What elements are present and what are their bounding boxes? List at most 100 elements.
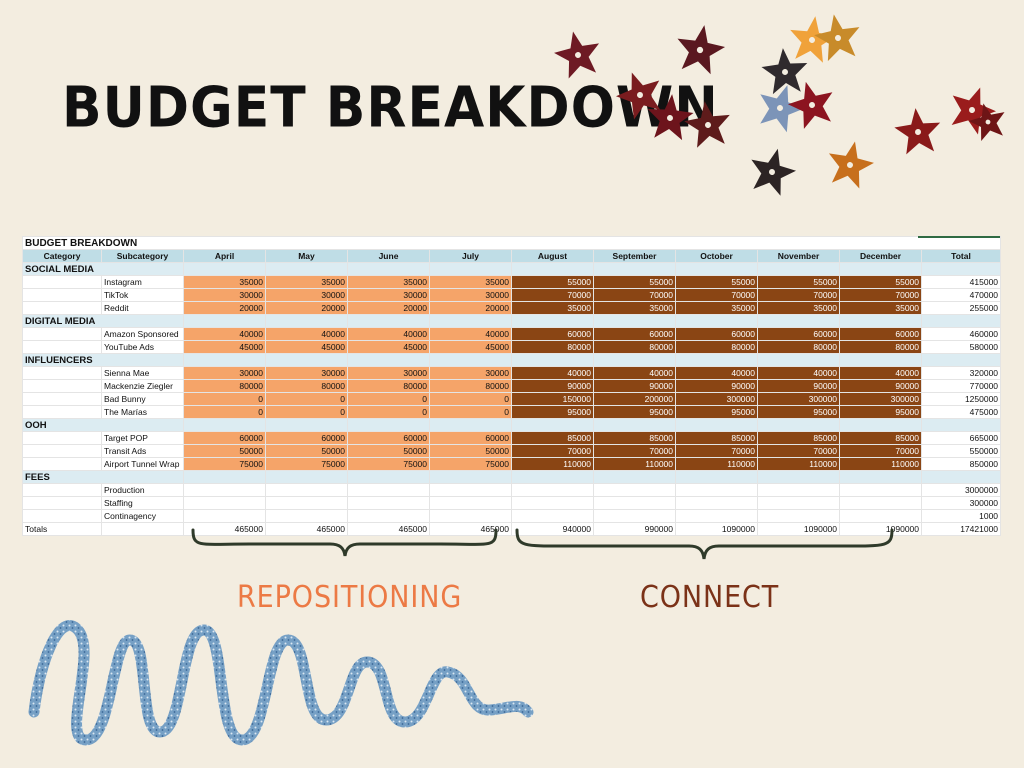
category-row: SOCIAL MEDIA: [22, 262, 1002, 276]
value-cell: 60000: [593, 327, 676, 341]
table-row: Target POP 60000 60000 60000 60000 85000 85000…: [22, 431, 1002, 445]
glitter-scribble-decoration: [28, 620, 534, 746]
category-spacer: [593, 418, 676, 432]
star-icon: [811, 10, 865, 63]
row-total-cell: 850000: [920, 457, 1002, 471]
value-cell: 85000: [593, 431, 676, 445]
star-icon: [759, 46, 810, 95]
value-cell: 40000: [757, 366, 840, 380]
category-spacer: [265, 262, 348, 276]
category-spacer: [839, 470, 922, 484]
subcategory-cell: Amazon Sponsored: [101, 327, 184, 341]
value-cell: 85000: [839, 431, 922, 445]
value-cell: 40000: [183, 327, 266, 341]
star-icon: [823, 136, 878, 191]
totals-label: Totals: [22, 522, 102, 536]
value-cell: [675, 509, 758, 523]
star-icon: [892, 105, 944, 156]
table-row: TikTok 30000 30000 30000 30000 70000 70000 7000…: [22, 288, 1002, 302]
category-spacer: [265, 314, 348, 328]
subcategory-cell: YouTube Ads: [101, 340, 184, 354]
star-icon: [645, 92, 696, 141]
sheet-title-row: BUDGET BREAKDOWN: [21, 236, 1002, 250]
value-cell: 30000: [265, 288, 348, 302]
star-icon: [786, 13, 839, 64]
value-cell: 200000: [593, 392, 676, 406]
value-cell: 55000: [511, 275, 594, 289]
subcategory-cell: Mackenzie Ziegler: [101, 379, 184, 393]
value-cell: 50000: [429, 444, 512, 458]
category-cell: [22, 483, 102, 497]
value-cell: 35000: [675, 301, 758, 315]
category-spacer: [593, 353, 676, 367]
category-spacer: [347, 418, 430, 432]
value-cell: 50000: [347, 444, 430, 458]
category-spacer: [347, 470, 430, 484]
value-cell: 150000: [511, 392, 594, 406]
value-cell: 85000: [757, 431, 840, 445]
value-cell: [265, 509, 348, 523]
value-cell: [511, 509, 594, 523]
category-spacer: [183, 262, 266, 276]
value-cell: 20000: [429, 301, 512, 315]
value-cell: 70000: [511, 288, 594, 302]
category-cell: [22, 379, 102, 393]
value-cell: 70000: [757, 288, 840, 302]
table-row: Transit Ads 50000 50000 50000 50000 70000 7000…: [22, 444, 1002, 458]
column-header: July: [429, 249, 512, 263]
row-total-cell: 770000: [920, 379, 1002, 393]
value-cell: 70000: [675, 444, 758, 458]
value-cell: 70000: [757, 444, 840, 458]
category-spacer: [265, 418, 348, 432]
category-row: FEES: [22, 470, 1002, 484]
column-header: Total: [920, 249, 1002, 263]
category-spacer: [265, 353, 348, 367]
star-icon: [550, 26, 605, 81]
value-cell: 95000: [675, 405, 758, 419]
category-spacer: [183, 470, 266, 484]
row-total-cell: 415000: [920, 275, 1002, 289]
budget-table: BUDGET BREAKDOWN Category Subcategory April…: [21, 236, 1002, 536]
value-cell: 70000: [593, 444, 676, 458]
subcategory-cell: Airport Tunnel Wrap: [101, 457, 184, 471]
category-label: INFLUENCERS: [22, 353, 184, 367]
row-total-cell: 475000: [920, 405, 1002, 419]
category-spacer: [839, 262, 922, 276]
value-cell: 90000: [675, 379, 758, 393]
column-header: Category: [22, 249, 102, 263]
value-cell: 60000: [511, 327, 594, 341]
value-cell: 90000: [839, 379, 922, 393]
table-row: YouTube Ads 45000 45000 45000 45000 80000 8000…: [22, 340, 1002, 354]
column-header: October: [675, 249, 758, 263]
category-spacer: [920, 314, 1002, 328]
value-cell: 95000: [839, 405, 922, 419]
category-cell: [22, 288, 102, 302]
value-cell: [839, 483, 922, 497]
value-cell: 75000: [265, 457, 348, 471]
value-cell: 75000: [183, 457, 266, 471]
value-cell: [511, 483, 594, 497]
value-cell: 70000: [839, 444, 922, 458]
row-total-cell: 3000000: [920, 483, 1002, 497]
value-cell: 80000: [757, 340, 840, 354]
connect-label: CONNECT: [640, 580, 780, 615]
category-label: OOH: [22, 418, 184, 432]
value-cell: 35000: [347, 275, 430, 289]
value-cell: 80000: [347, 379, 430, 393]
subcategory-cell: The Marías: [101, 405, 184, 419]
value-cell: 0: [429, 405, 512, 419]
category-spacer: [511, 314, 594, 328]
table-row: Amazon Sponsored 40000 40000 40000 40000 6000…: [22, 327, 1002, 341]
category-cell: [22, 301, 102, 315]
star-icon: [610, 64, 669, 123]
category-spacer: [429, 314, 512, 328]
value-cell: [347, 509, 430, 523]
star-icon: [751, 78, 810, 136]
row-total-cell: 1000: [920, 509, 1002, 523]
value-cell: [593, 483, 676, 497]
value-cell: [839, 496, 922, 510]
category-spacer: [183, 314, 266, 328]
category-cell: [22, 327, 102, 341]
category-spacer: [347, 262, 430, 276]
column-header: May: [265, 249, 348, 263]
